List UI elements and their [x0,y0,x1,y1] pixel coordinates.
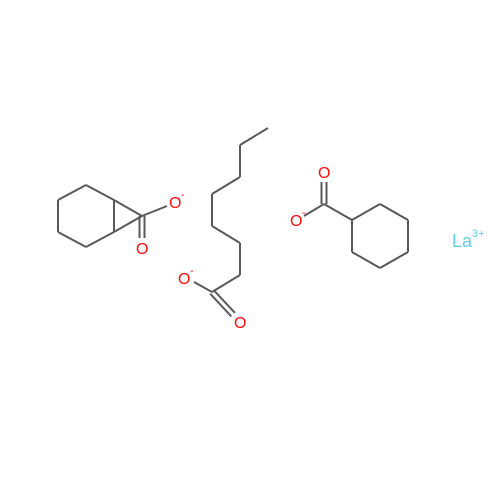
svg-text:3+: 3+ [472,228,485,240]
svg-text:O: O [234,315,246,332]
svg-text:O: O [136,241,148,258]
svg-text:O: O [290,213,302,230]
svg-text:O: O [178,271,190,288]
svg-text:La: La [452,231,473,251]
svg-text:-: - [181,189,185,201]
svg-text:-: - [190,265,194,277]
svg-text:-: - [302,207,306,219]
svg-text:O: O [169,195,181,212]
svg-text:O: O [318,165,330,182]
